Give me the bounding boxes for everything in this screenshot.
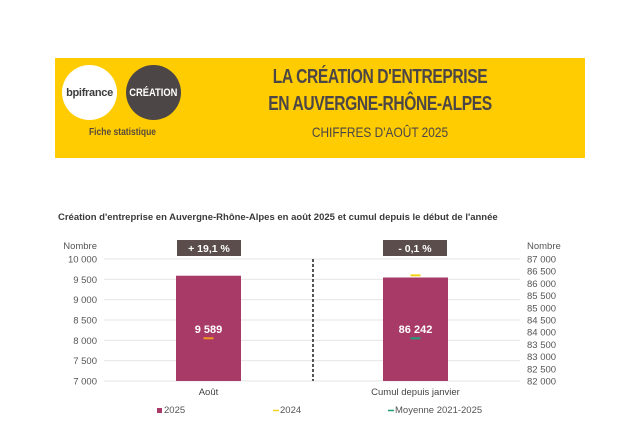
bar-value-label: 9 589	[195, 324, 223, 336]
tagline: Fiche statistique	[88, 127, 157, 138]
change-badge	[177, 240, 241, 256]
change-badge-label: - 0,1 %	[398, 243, 432, 255]
legend-swatch-2025	[157, 408, 162, 413]
page-title-line1: LA CRÉATION D'ENTREPRISE	[272, 66, 488, 88]
bpifrance-logo: bpifrance	[62, 65, 117, 120]
change-badge	[383, 240, 447, 256]
left-tick-label: 8 000	[73, 336, 97, 347]
left-tick-label: 7 000	[73, 377, 97, 388]
bar-2025-cumul	[383, 277, 448, 381]
creation-logo: CRÉATION	[126, 65, 181, 120]
legend-label-2025: 2025	[164, 405, 185, 416]
bar-2025-aout	[176, 275, 241, 381]
right-tick-label: 83 000	[527, 352, 556, 363]
right-tick-label: 85 000	[527, 303, 556, 314]
right-tick-label: 87 000	[527, 255, 556, 266]
category-label: Août	[199, 387, 219, 398]
right-tick-label: 84 500	[527, 316, 556, 327]
right-tick-label: 86 500	[527, 267, 556, 278]
left-tick-label: 10 000	[68, 255, 97, 266]
right-tick-label: 82 500	[527, 364, 556, 375]
left-tick-label: 9 000	[73, 295, 97, 306]
legend-label-2024: 2024	[280, 405, 301, 416]
bpifrance-logo-text: bpifrance	[66, 86, 113, 99]
left-tick-label: 9 500	[73, 275, 97, 286]
right-tick-label: 84 000	[527, 328, 556, 339]
legend-label-moyenne: Moyenne 2021-2025	[395, 405, 482, 416]
bar-value-label: 86 242	[399, 324, 433, 336]
page-subtitle: CHIFFRES D'AOÛT 2025	[311, 124, 449, 140]
page-title-line2: EN AUVERGNE-RHÔNE-ALPES	[268, 93, 492, 115]
left-tick-label: 7 500	[73, 356, 97, 367]
right-tick-label: 85 500	[527, 291, 556, 302]
left-axis-title: Nombre	[63, 241, 97, 252]
right-axis-title: Nombre	[527, 241, 561, 252]
right-tick-label: 82 000	[527, 377, 556, 388]
left-tick-label: 8 500	[73, 316, 97, 327]
category-label: Cumul depuis janvier	[371, 387, 460, 398]
chart-title: Création d'entreprise en Auvergne-Rhône-…	[58, 212, 498, 223]
creation-logo-text: CRÉATION	[129, 86, 178, 99]
change-badge-label: + 19,1 %	[188, 243, 230, 255]
right-tick-label: 86 000	[527, 279, 556, 290]
right-tick-label: 83 500	[527, 340, 556, 351]
